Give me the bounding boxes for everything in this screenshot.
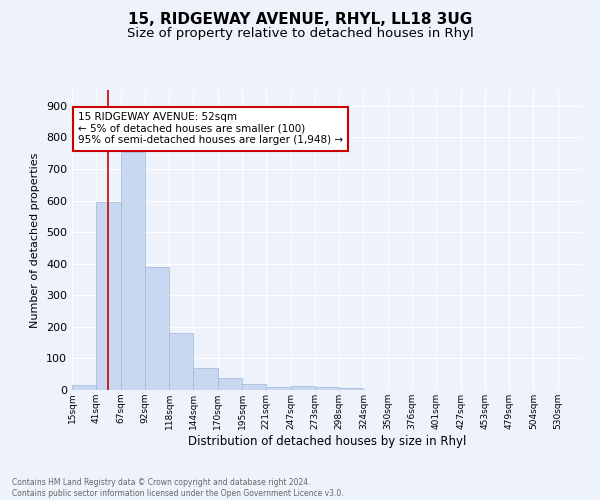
Bar [242, 384, 266, 390]
Bar [169, 333, 193, 390]
Bar [193, 368, 218, 390]
Text: 15 RIDGEWAY AVENUE: 52sqm
← 5% of detached houses are smaller (100)
95% of semi-: 15 RIDGEWAY AVENUE: 52sqm ← 5% of detach… [78, 112, 343, 146]
Bar [266, 387, 290, 390]
Bar [315, 387, 339, 390]
Bar [145, 267, 169, 390]
Bar [339, 388, 364, 390]
Bar [96, 202, 121, 390]
X-axis label: Distribution of detached houses by size in Rhyl: Distribution of detached houses by size … [188, 434, 466, 448]
Text: Contains HM Land Registry data © Crown copyright and database right 2024.
Contai: Contains HM Land Registry data © Crown c… [12, 478, 344, 498]
Text: 15, RIDGEWAY AVENUE, RHYL, LL18 3UG: 15, RIDGEWAY AVENUE, RHYL, LL18 3UG [128, 12, 472, 28]
Bar [290, 386, 315, 390]
Bar [72, 386, 96, 390]
Bar [218, 378, 242, 390]
Y-axis label: Number of detached properties: Number of detached properties [31, 152, 40, 328]
Bar [121, 152, 145, 390]
Text: Size of property relative to detached houses in Rhyl: Size of property relative to detached ho… [127, 28, 473, 40]
